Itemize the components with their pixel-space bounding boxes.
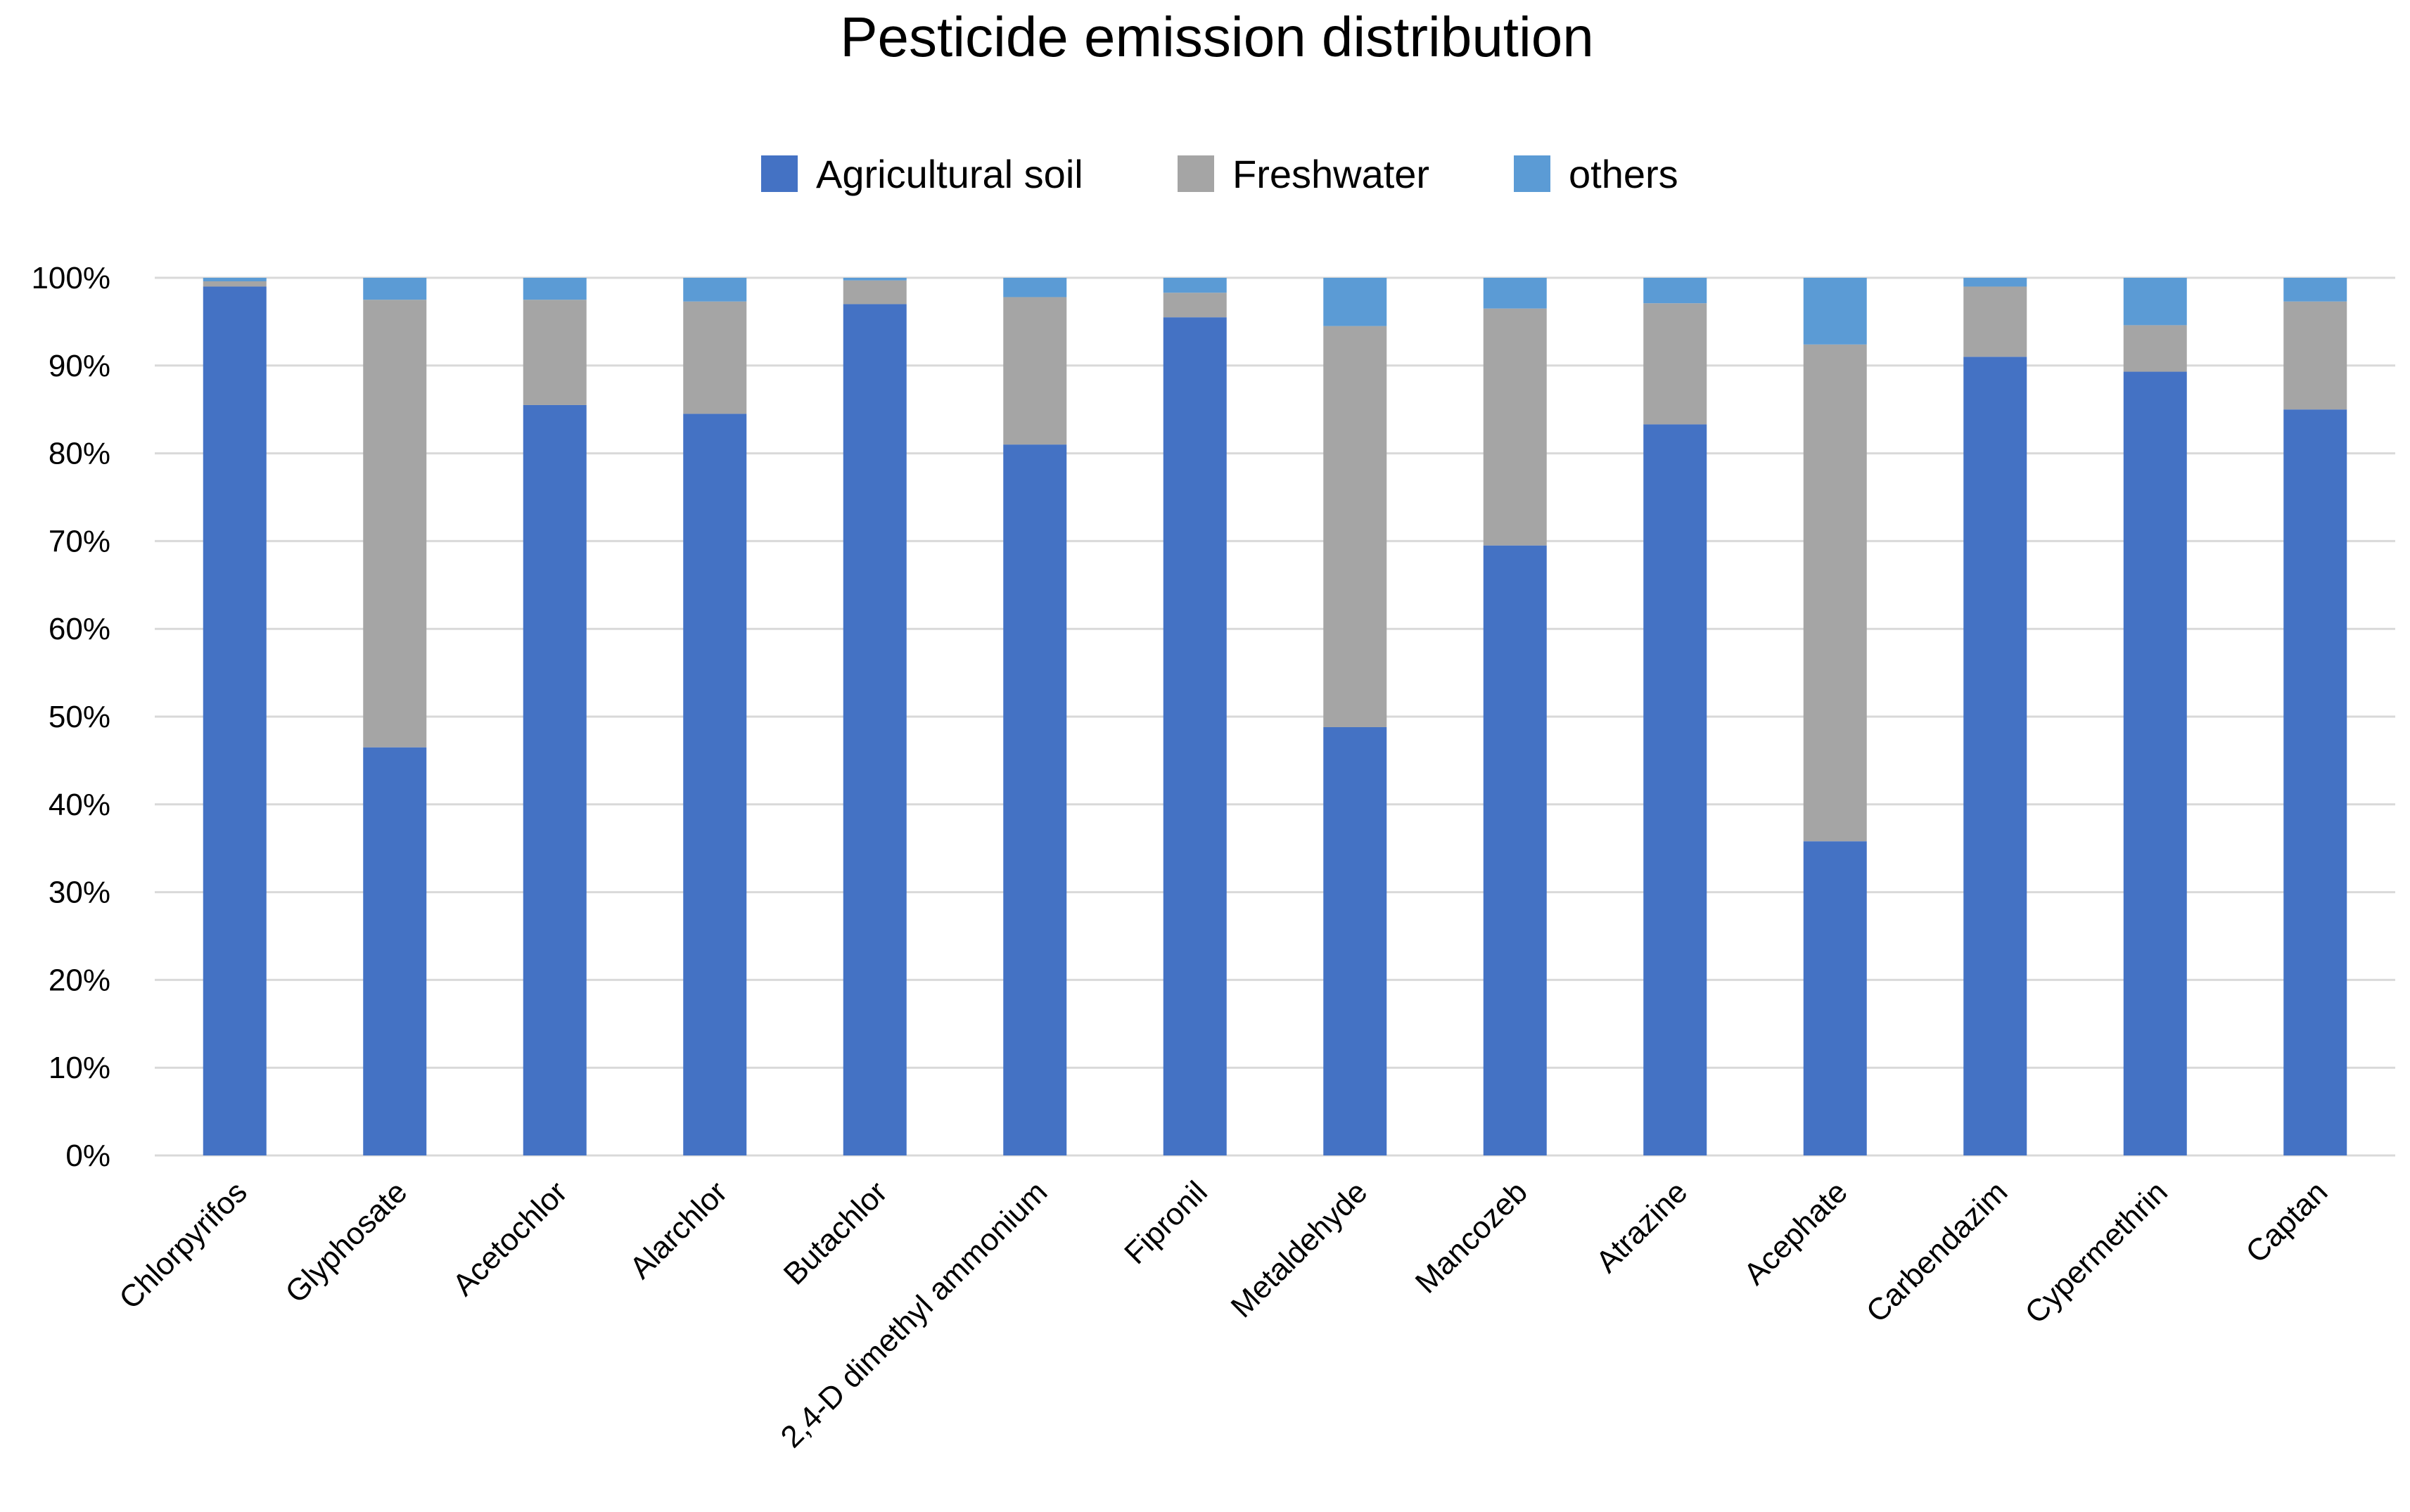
x-tick-label: Acetochlor [446,1174,574,1302]
y-tick-label: 90% [49,349,110,383]
y-tick-label: 70% [49,524,110,558]
bar-others-butachlor [843,278,907,281]
bar-others-captan [2283,278,2347,302]
bar-freshwater-acephate [1803,344,1867,842]
x-tick-label: Mancozeb [1409,1174,1534,1300]
bar-others-chlorpyrifos [203,278,267,281]
bar-freshwater-glyphosate [363,300,427,748]
legend-swatch-others [1514,155,1550,192]
x-tick-label: Glyphosate [279,1174,414,1309]
bar-agricultural-soil-fipronil [1163,317,1227,1155]
legend-label-agricultural-soil: Agricultural soil [816,152,1083,196]
legend-label-freshwater: Freshwater [1232,152,1429,196]
bar-others-carbendazim [1963,278,2027,287]
legend-label-others: others [1569,152,1678,196]
bar-agricultural-soil-alarchlor [683,414,747,1156]
y-tick-label: 0% [65,1139,110,1173]
x-tick-label: Acephate [1738,1174,1854,1291]
x-tick-label: Atrazine [1590,1174,1695,1279]
bar-others-fipronil [1163,278,1227,293]
bar-freshwater-butachlor [843,280,907,305]
bar-freshwater-acetochlor [523,300,587,405]
bar-agricultural-soil-carbendazim [1963,357,2027,1155]
bar-agricultural-soil-metaldehyde [1323,726,1387,1155]
x-tick-label: Metaldehyde [1225,1174,1375,1324]
x-tick-label: Captan [2239,1174,2334,1269]
bar-freshwater-carbendazim [1963,286,2027,357]
bar-others-atrazine [1643,278,1707,304]
bar-agricultural-soil-2-4-d-dimethyl-ammonium [1003,444,1067,1155]
bar-freshwater-captan [2283,301,2347,410]
bar-others-acetochlor [523,278,587,300]
bar-freshwater-fipronil [1163,293,1227,318]
bar-agricultural-soil-butachlor [843,304,907,1156]
bar-freshwater-mancozeb [1483,308,1547,546]
bar-others-cypermethrin [2123,278,2187,326]
bar-agricultural-soil-captan [2283,409,2347,1156]
bar-others-acephate [1803,278,1867,345]
legend-swatch-freshwater [1178,155,1214,192]
y-tick-label: 40% [49,788,110,822]
bar-others-metaldehyde [1323,278,1387,326]
x-axis-labels: Chlorpyrifos Glyphosate Acetochlor Alarchlo… [113,1174,2334,1454]
bar-others-mancozeb [1483,278,1547,309]
chart-title: Pesticide emission distribution [840,6,1594,68]
y-tick-label: 20% [49,963,110,997]
y-tick-label: 10% [49,1051,110,1085]
legend-swatch-agricultural-soil [761,155,798,192]
y-tick-label: 50% [49,700,110,734]
y-tick-label: 80% [49,437,110,471]
bar-freshwater-atrazine [1643,303,1707,425]
bar-agricultural-soil-mancozeb [1483,545,1547,1155]
bar-others-glyphosate [363,278,427,300]
bar-agricultural-soil-acephate [1803,841,1867,1155]
bar-freshwater-2-4-d-dimethyl-ammonium [1003,297,1067,445]
y-tick-label: 100% [31,261,110,295]
bar-freshwater-metaldehyde [1323,326,1387,727]
bar-others-2-4-d-dimethyl-ammonium [1003,278,1067,297]
x-tick-label: Carbendazim [1860,1174,2015,1329]
bar-agricultural-soil-chlorpyrifos [203,286,267,1156]
y-tick-label: 60% [49,612,110,646]
bar-agricultural-soil-cypermethrin [2123,371,2187,1155]
y-tick-label: 30% [49,876,110,910]
x-tick-label: Cypermethrin [2018,1174,2174,1330]
x-tick-label: Fipronil [1118,1174,1214,1271]
bar-agricultural-soil-acetochlor [523,404,587,1156]
gridlines [155,276,2395,1157]
x-tick-label: Butachlor [777,1174,894,1291]
bar-freshwater-cypermethrin [2123,325,2187,372]
legend: Agricultural soil Freshwater others [761,152,1678,196]
bars [203,278,2347,1156]
bar-others-alarchlor [683,278,747,302]
bar-freshwater-alarchlor [683,301,747,414]
bar-freshwater-chlorpyrifos [203,281,267,287]
bar-agricultural-soil-glyphosate [363,747,427,1155]
bar-agricultural-soil-atrazine [1643,424,1707,1155]
x-tick-label: Alarchlor [623,1174,734,1285]
x-tick-label: 2,4-D dimethyl ammonium [774,1174,1054,1454]
y-axis-ticks: 0% 10% 20% 30% 40% 50% 60% 70% 80% 90% 100% [31,261,110,1173]
x-tick-label: Chlorpyrifos [113,1174,254,1316]
